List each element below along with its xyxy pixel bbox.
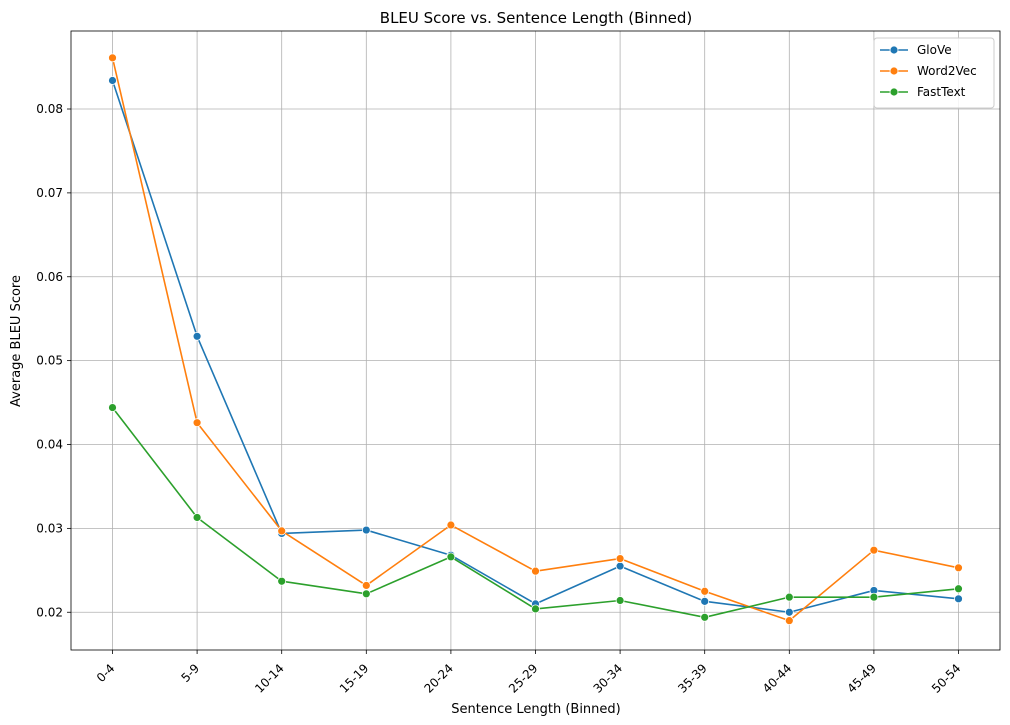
x-tick-label: 15-19 [337, 661, 372, 696]
series-fasttext [108, 403, 963, 622]
data-point [108, 53, 117, 63]
y-tick-label: 0.08 [36, 102, 63, 116]
grid [71, 31, 1000, 650]
data-point [615, 554, 625, 563]
x-tick-label: 20-24 [421, 661, 456, 696]
y-tick-label: 0.04 [36, 438, 63, 452]
x-tick-label: 25-29 [506, 661, 541, 696]
legend-box [873, 37, 995, 109]
data-point [700, 612, 710, 622]
data-point [954, 563, 963, 573]
data-point [531, 566, 540, 576]
x-tick-label: 5-9 [178, 661, 202, 685]
data-point [615, 596, 625, 605]
x-tick-label: 45-49 [844, 661, 879, 696]
data-point [869, 545, 879, 555]
y-tick-label: 0.02 [36, 605, 63, 619]
legend-label-glove: GloVe [917, 43, 952, 57]
y-tick-label: 0.03 [36, 521, 63, 535]
data-point [700, 586, 710, 596]
legend-marker-glove [889, 45, 899, 55]
data-point [277, 576, 287, 586]
series-glove [108, 76, 963, 617]
x-tick-label: 35-39 [675, 661, 710, 696]
data-point [700, 596, 710, 606]
legend-marker-word2vec [889, 66, 899, 76]
x-axis-label: Sentence Length (Binned) [451, 702, 620, 717]
data-point [361, 525, 371, 535]
legend-label-fasttext: FastText [917, 85, 966, 99]
data-point [192, 513, 202, 522]
data-point [361, 589, 371, 599]
y-tick-label: 0.05 [36, 354, 63, 368]
y-tick-label: 0.07 [36, 186, 63, 200]
data-point [108, 403, 117, 413]
y-tick-label: 0.06 [36, 270, 63, 284]
x-tick-label: 40-44 [760, 661, 795, 696]
data-point [954, 594, 963, 604]
data-point [446, 552, 456, 562]
data-point [954, 584, 963, 594]
legend: GloVe Word2Vec FastText [873, 37, 995, 109]
series-lines [108, 53, 963, 626]
data-point [108, 76, 117, 85]
x-tick-label: 50-54 [929, 661, 964, 696]
data-point [192, 418, 202, 428]
chart-title: BLEU Score vs. Sentence Length (Binned) [380, 9, 692, 27]
x-tick-label: 10-14 [252, 661, 287, 696]
x-tick-label: 0-4 [94, 661, 118, 685]
data-point [784, 592, 794, 602]
data-point [615, 561, 625, 571]
data-point [192, 331, 202, 341]
data-point [531, 604, 540, 614]
plot-frame [70, 30, 1001, 651]
data-point [784, 607, 794, 617]
legend-marker-fasttext [889, 87, 899, 97]
y-axis-label: Average BLEU Score [9, 275, 24, 407]
axes: 0-4 5-9 10-14 15-19 20-24 25-29 30-34 35-39 40-4… [36, 30, 1001, 696]
data-point [277, 526, 287, 536]
x-tick-label: 30-34 [591, 661, 626, 696]
legend-label-word2vec: Word2Vec [917, 64, 977, 78]
data-point [869, 592, 879, 602]
data-point [446, 520, 456, 530]
data-point [361, 581, 371, 590]
data-point [784, 616, 794, 626]
